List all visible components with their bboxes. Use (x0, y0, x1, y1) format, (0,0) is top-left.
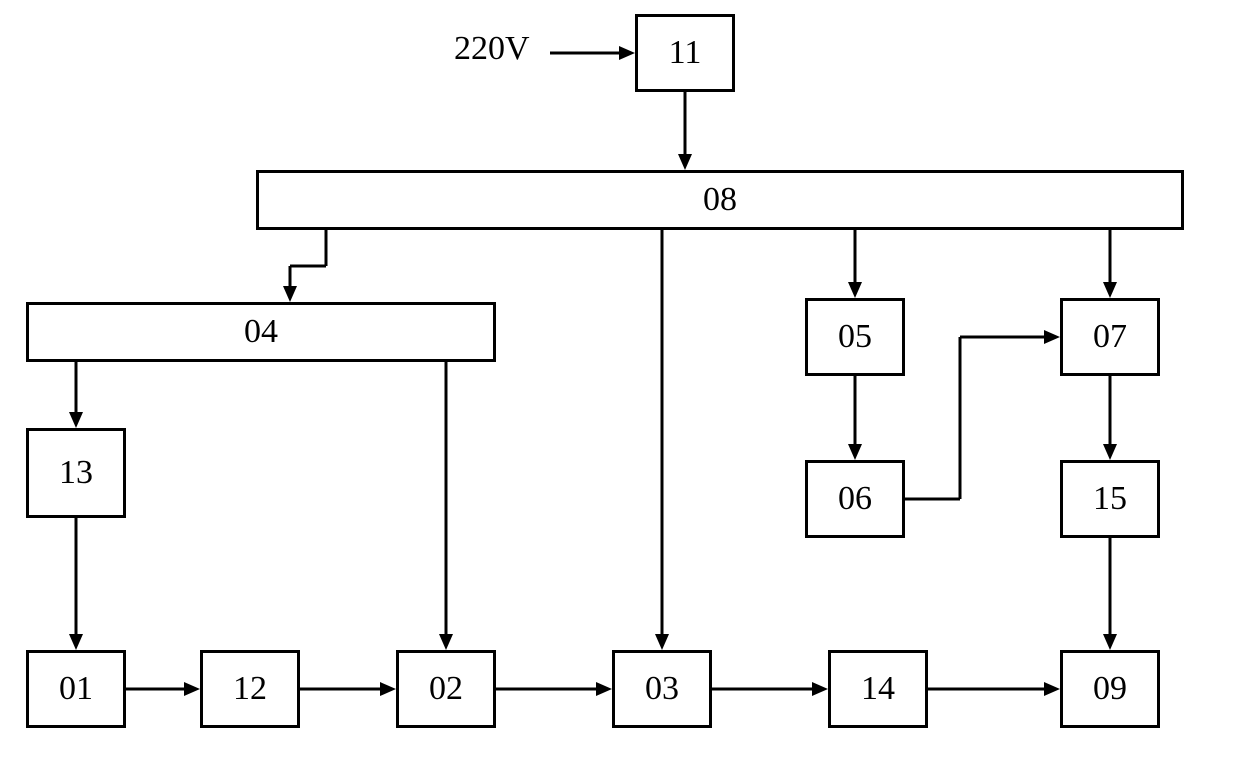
node-label-n14: 14 (861, 670, 895, 708)
node-label-n09: 09 (1093, 670, 1127, 708)
edge-n06-n07-elbow (905, 330, 1060, 499)
node-n03: 03 (612, 650, 712, 728)
node-n04: 04 (26, 302, 496, 362)
node-n02: 02 (396, 650, 496, 728)
node-n07: 07 (1060, 298, 1160, 376)
node-n14: 14 (828, 650, 928, 728)
edge-n15-n09 (1103, 538, 1117, 650)
node-n08: 08 (256, 170, 1184, 230)
node-label-n04: 04 (244, 313, 278, 351)
diagram-canvas: 11 08 04 05 07 13 06 15 01 12 02 03 14 09 220V (0, 0, 1240, 773)
node-label-n15: 15 (1093, 480, 1127, 518)
node-label-n05: 05 (838, 318, 872, 356)
node-label-n08: 08 (703, 181, 737, 219)
node-n01: 01 (26, 650, 126, 728)
node-n12: 12 (200, 650, 300, 728)
node-n13: 13 (26, 428, 126, 518)
node-label-n07: 07 (1093, 318, 1127, 356)
voltage-label: 220V (454, 30, 530, 68)
edge-n08-n05 (848, 230, 862, 298)
node-label-n12: 12 (233, 670, 267, 708)
edge-n13-n01 (69, 518, 83, 650)
edge-n08-n07 (1103, 230, 1117, 298)
node-n05: 05 (805, 298, 905, 376)
edge-n08-n04-elbow (283, 230, 326, 302)
edge-n08-n03 (655, 230, 669, 650)
edge-n14-n09 (928, 682, 1060, 696)
node-n06: 06 (805, 460, 905, 538)
edge-n12-n02 (300, 682, 396, 696)
edge-n05-n06 (848, 376, 862, 460)
node-label-n01: 01 (59, 670, 93, 708)
edge-n02-n03 (496, 682, 612, 696)
node-n15: 15 (1060, 460, 1160, 538)
node-n11: 11 (635, 14, 735, 92)
node-label-n03: 03 (645, 670, 679, 708)
node-label-n11: 11 (669, 34, 702, 72)
edge-n01-n12 (126, 682, 200, 696)
edge-n03-n14 (712, 682, 828, 696)
edge-voltage (550, 46, 635, 60)
node-label-n06: 06 (838, 480, 872, 518)
edge-n11-n08 (678, 92, 692, 170)
node-label-n02: 02 (429, 670, 463, 708)
edge-n04-n13 (69, 362, 83, 428)
node-label-n13: 13 (59, 454, 93, 492)
node-n09: 09 (1060, 650, 1160, 728)
edge-n04-n02 (439, 362, 453, 650)
edge-n07-n15 (1103, 376, 1117, 460)
